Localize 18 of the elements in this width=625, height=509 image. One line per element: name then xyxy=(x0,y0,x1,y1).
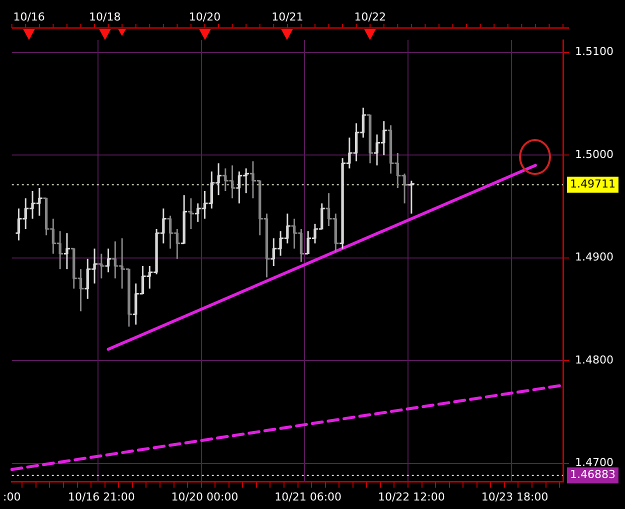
y-tick-label: 1.5000 xyxy=(575,148,614,161)
text: 10/20 xyxy=(188,10,221,24)
ref-line-label: 1.49711 xyxy=(570,178,616,191)
ref-line-label: 1.46883 xyxy=(570,468,616,482)
x-tick-label: 10/20 00:00 xyxy=(171,490,238,504)
y-tick-label: 1.4900 xyxy=(575,250,614,264)
x-tick-label: 10/22 12:00 xyxy=(378,490,445,504)
text: 10/16 xyxy=(13,10,45,24)
y-tick-label: 1.4700 xyxy=(575,456,614,470)
x-tick-label: 10/21 06:00 xyxy=(274,490,342,504)
x-tick-label: :00 xyxy=(3,490,21,504)
x-tick-label: 10/23 18:00 xyxy=(481,490,548,504)
text: 10/18 xyxy=(89,10,121,24)
x-tick-label: 10/16 21:00 xyxy=(68,490,135,504)
text: 10/21 xyxy=(272,10,304,24)
text: 10/22 xyxy=(354,10,386,24)
y-tick-label: 1.5100 xyxy=(575,45,614,58)
y-tick-label: 1.4800 xyxy=(575,353,614,366)
